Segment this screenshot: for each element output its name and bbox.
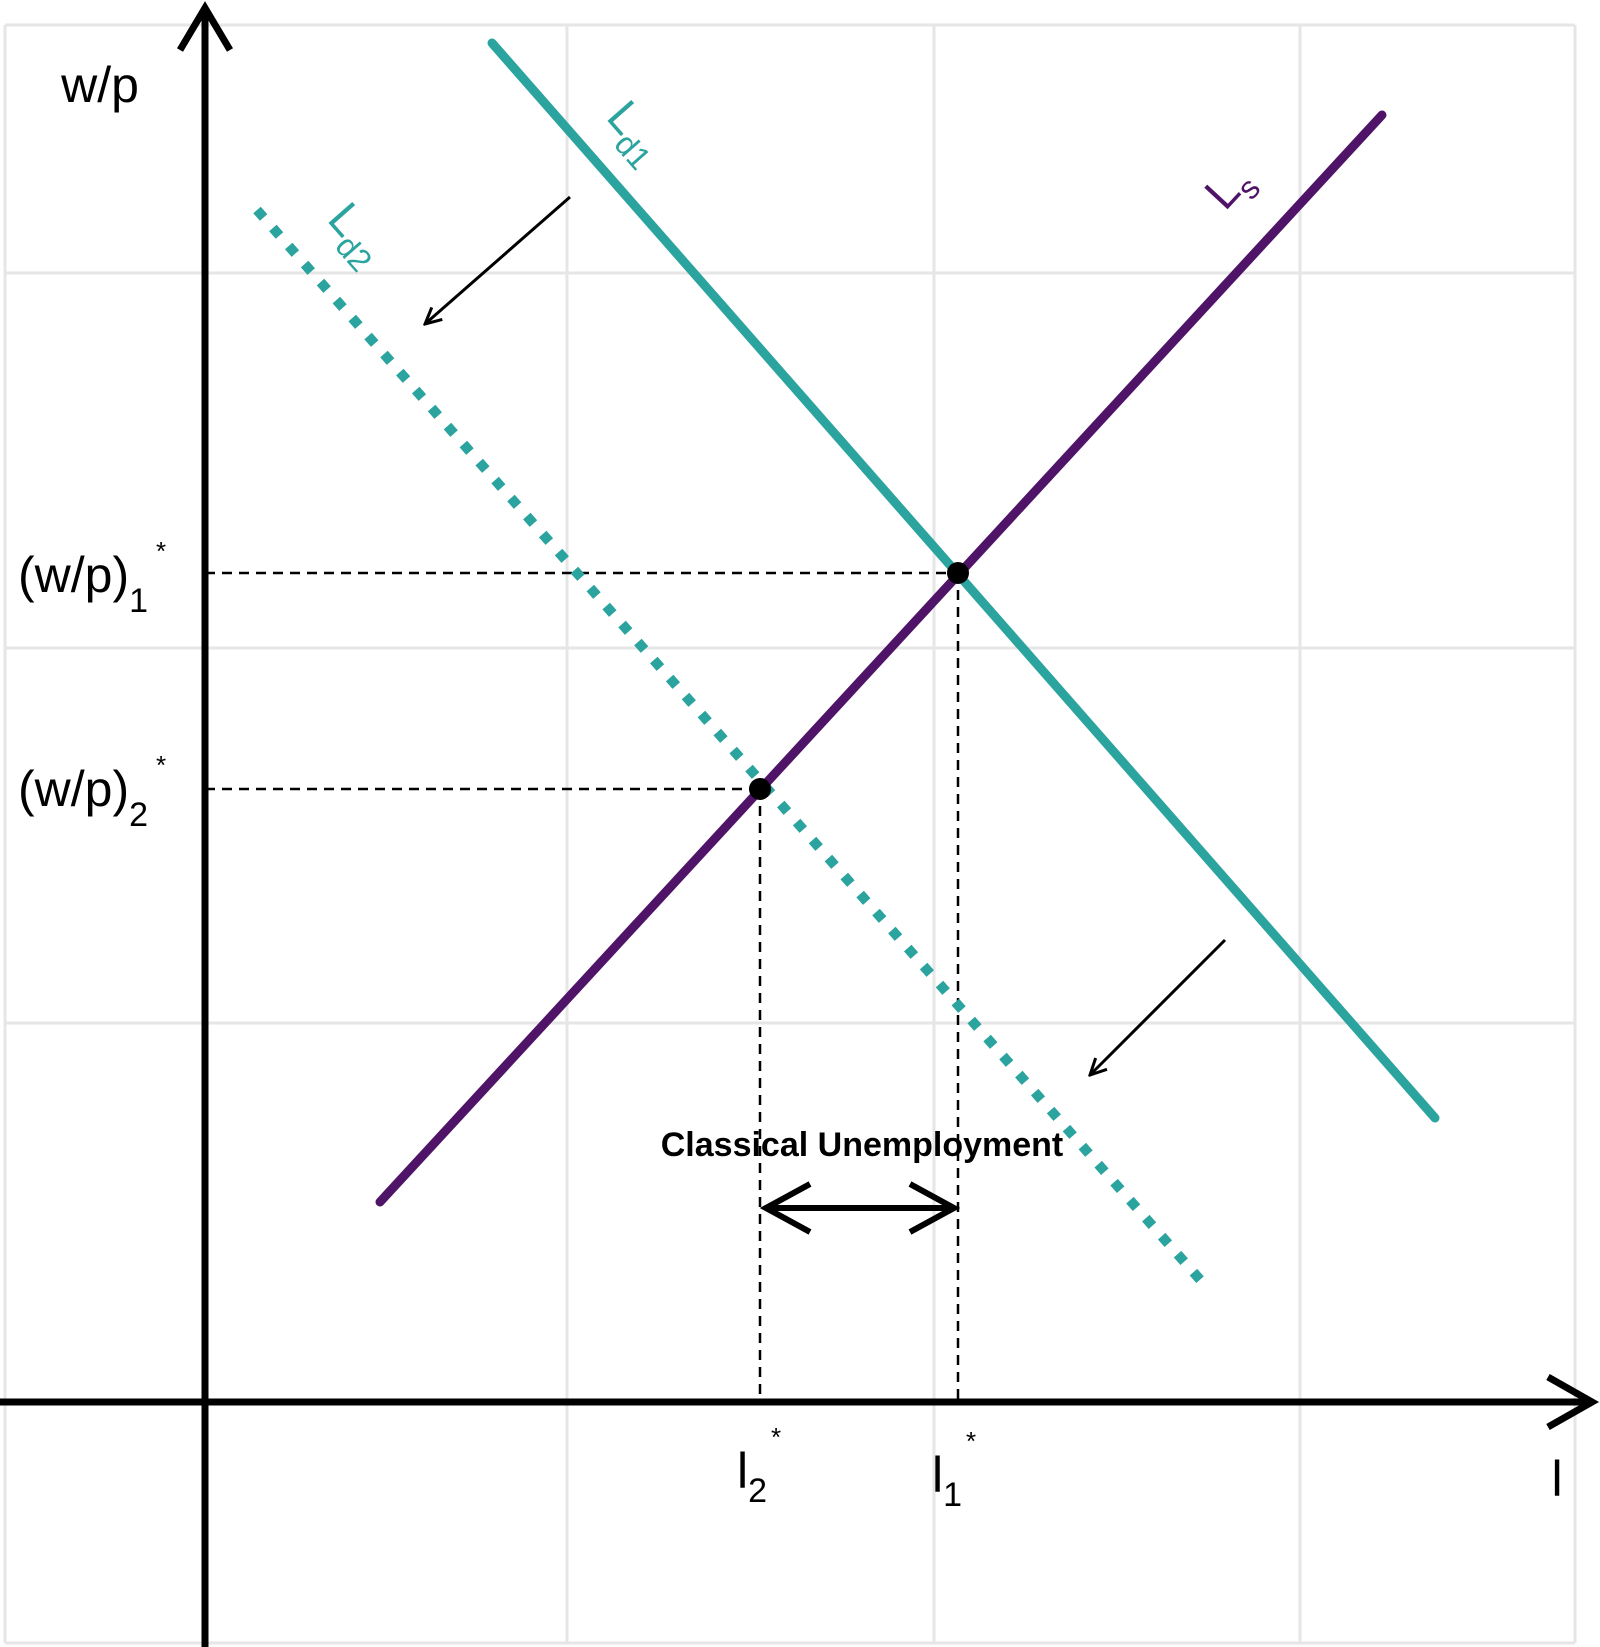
classical-unemployment-label: Classical Unemployment (661, 1126, 1063, 1164)
equilibrium-point-1 (947, 562, 969, 584)
unemployment-double-arrow (759, 1181, 961, 1235)
wage-label-1: (w/p)1* (18, 536, 166, 620)
wage-label-2: (w/p)2* (18, 750, 166, 834)
equilibrium-point-2 (749, 778, 771, 800)
background-grid (3, 23, 1577, 1645)
labor-label-1: l1* (932, 1426, 976, 1514)
x-axis-arrowhead (1546, 1373, 1600, 1431)
y-axis-title: w/p (60, 57, 139, 113)
labor-supply-label: Ls (1194, 153, 1267, 225)
labor-label-2: l2* (737, 1422, 781, 1510)
labor-supply-curve (375, 110, 1387, 1207)
labor-demand-curve-2 (253, 206, 1207, 1287)
shift-arrow-lower (1090, 938, 1227, 1075)
shift-arrow-upper (425, 195, 571, 324)
x-axis-title: l (1551, 1451, 1562, 1507)
y-axis-arrowhead (176, 1, 234, 52)
labor-demand-2-label: Ld2 (312, 192, 398, 278)
